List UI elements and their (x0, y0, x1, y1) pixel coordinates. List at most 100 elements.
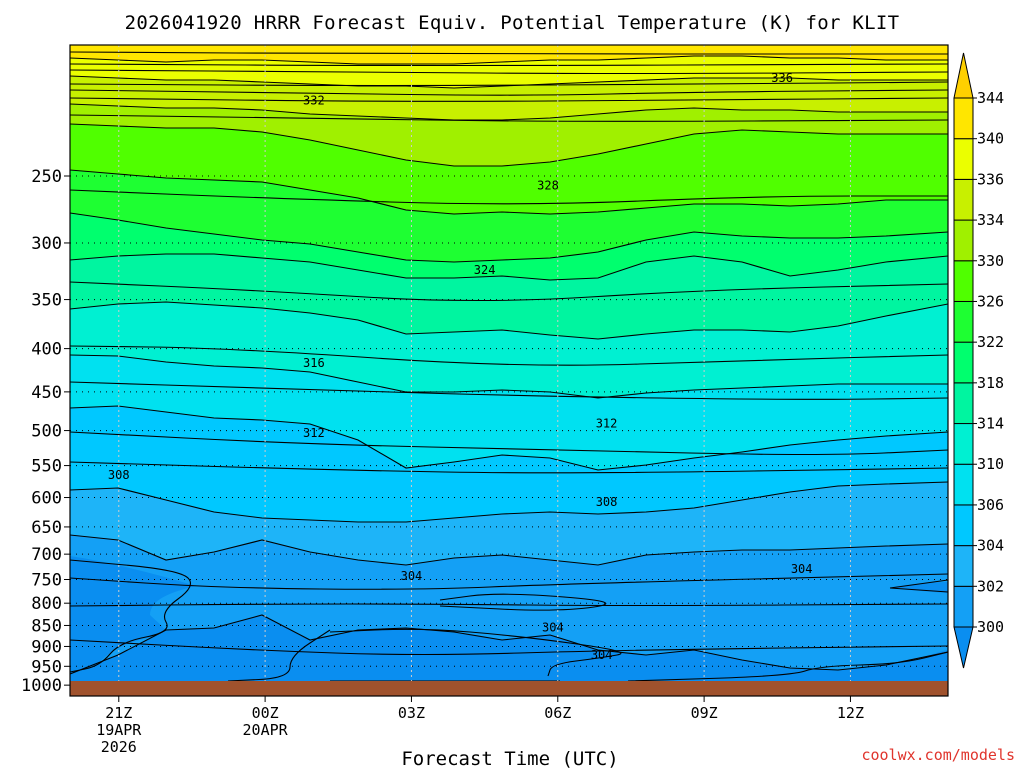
y-tick-label: 800 (31, 594, 62, 614)
contour-label: 304 (791, 562, 813, 576)
y-tick-label: 600 (31, 489, 62, 509)
y-tick-label: 950 (31, 657, 62, 677)
y-tick-label: 750 (31, 570, 62, 590)
x-tick-label: 2026 (101, 738, 137, 756)
contour-line-4 (70, 405, 948, 471)
contour-line-13 (70, 55, 948, 65)
band-7 (70, 213, 948, 280)
contour-label: 308 (596, 495, 618, 509)
colorbar-label: 318 (977, 374, 1004, 392)
colorbar-label: 330 (977, 252, 1004, 270)
contour-label: 308 (108, 468, 130, 482)
colorbar-segment (953, 219, 974, 262)
colorbar-max-arrow (953, 52, 974, 99)
contour-line-extra-15 (70, 639, 948, 656)
contour-line-11 (70, 103, 948, 121)
colorbar-label: 314 (977, 415, 1004, 433)
colorbar-label: 322 (977, 333, 1004, 351)
plot-frame (69, 44, 949, 697)
temperature-bands (70, 45, 948, 695)
contour-label: 312 (303, 426, 325, 440)
contour-label: 304 (591, 648, 613, 662)
x-tick-label: 06Z (544, 704, 571, 722)
colorbar-segment (953, 341, 974, 384)
contour-label: 328 (537, 179, 559, 193)
credit-text: coolwx.com/models (861, 746, 1015, 764)
colorbar-label: 326 (977, 292, 1004, 310)
colorbar-label: 334 (977, 211, 1004, 229)
y-tick-label: 1000 (21, 676, 62, 696)
band-0 (70, 615, 948, 695)
y-tick-label: 400 (31, 340, 62, 360)
band-8 (70, 170, 948, 262)
y-tick-label: 700 (31, 545, 62, 565)
contour-line-extra-4 (70, 81, 948, 87)
band-pocket-surface (790, 650, 948, 681)
band-12 (70, 56, 948, 88)
contour-line-extra-9 (70, 345, 948, 366)
y-tick-label: 650 (31, 518, 62, 538)
colorbar: 300 302 304 306 310 314 318 322 326 330 334 336 340 3… (953, 52, 1004, 669)
y-tick-label: 900 (31, 637, 62, 657)
contour-line-extra-0 (70, 89, 948, 96)
band-5 (70, 302, 948, 398)
x-axis-label: Forecast Time (UTC) (401, 748, 618, 768)
y-tick-label: 500 (31, 422, 62, 442)
contour-line-12 (70, 75, 948, 89)
contour-line-extra-5 (70, 97, 948, 102)
contour-label: 316 (303, 356, 325, 370)
contour-line-extra-11 (70, 431, 948, 456)
band-6 (70, 254, 948, 339)
band-pocket-left (70, 556, 196, 674)
colorbar-label: 344 (977, 89, 1004, 107)
chart-title: 2026041920 HRRR Forecast Equiv. Potentia… (125, 12, 900, 34)
contour-line-1 (70, 614, 948, 675)
contour-label: 336 (771, 71, 793, 85)
contour-line-extra-6 (70, 114, 948, 122)
y-tick-label: 550 (31, 457, 62, 477)
y-tick-label: 450 (31, 383, 62, 403)
contour-line-extra-16 (70, 559, 191, 673)
colorbar-label: 304 (977, 537, 1004, 555)
contour-line-extra-18 (329, 628, 622, 677)
contour-line-6 (70, 301, 948, 340)
x-tick-label: 03Z (398, 704, 425, 722)
colorbar-segment (953, 423, 974, 465)
y-axis: 2503003504004505005506006507007508008509… (21, 167, 70, 696)
band-3 (70, 406, 948, 522)
y-tick-label: 300 (31, 234, 62, 254)
x-tick-label: 19APR (96, 721, 142, 739)
band-pocket-right (890, 582, 948, 593)
contour-label: 304 (542, 621, 564, 635)
band-13 (70, 45, 948, 64)
colorbar-label: 302 (977, 577, 1004, 595)
contour-line-extra-19 (227, 629, 331, 682)
x-tick-label: 21Z (105, 704, 132, 722)
contour-line-10 (70, 123, 948, 167)
y-tick-label: 850 (31, 616, 62, 636)
contour-line-2 (70, 534, 948, 566)
x-tick-label: 20APR (243, 721, 289, 739)
colorbar-segment (953, 260, 974, 302)
colorbar-label: 310 (977, 455, 1004, 473)
colorbar-label: 340 (977, 130, 1004, 148)
colorbar-segment (953, 463, 974, 506)
contour-label: 332 (303, 94, 325, 108)
contour-line-extra-10 (70, 381, 948, 400)
colorbar-label: 336 (977, 170, 1004, 188)
contour-line-extra-13 (70, 573, 948, 590)
y-tick-label: 350 (31, 291, 62, 311)
contour-line-3 (70, 481, 948, 523)
x-tick-label: 00Z (252, 704, 279, 722)
colorbar-label: 306 (977, 496, 1004, 514)
contour-line-8 (70, 212, 948, 263)
contour-label: 324 (474, 263, 496, 277)
band-4 (70, 355, 948, 470)
colorbar-segment (953, 138, 974, 180)
contour-line-extra-8 (70, 281, 948, 302)
colorbar-segment (953, 300, 974, 343)
contour-label: 304 (401, 569, 423, 583)
contour-line-extra-2 (70, 51, 948, 55)
